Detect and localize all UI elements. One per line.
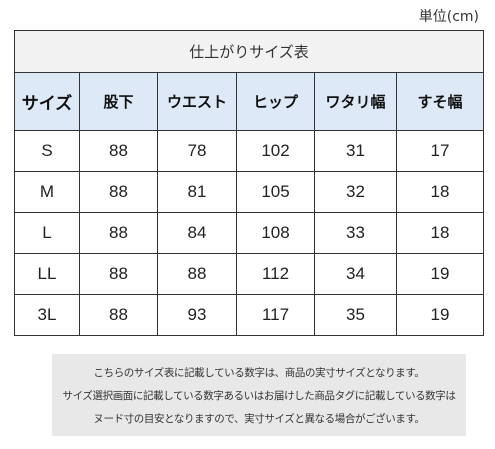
cell-inseam: 88 bbox=[79, 294, 158, 336]
table-row: L 88 84 108 33 18 bbox=[14, 212, 484, 254]
cell-hip: 102 bbox=[236, 130, 315, 172]
cell-waist: 81 bbox=[157, 171, 237, 213]
cell-hem-width: 19 bbox=[396, 294, 484, 336]
cell-thigh-width: 31 bbox=[314, 130, 397, 172]
header-thigh-width: ワタリ幅 bbox=[314, 72, 397, 131]
header-inseam: 股下 bbox=[79, 72, 158, 131]
table-title-row: 仕上がりサイズ表 bbox=[14, 30, 484, 73]
cell-size: L bbox=[14, 212, 80, 254]
table-title: 仕上がりサイズ表 bbox=[14, 30, 484, 73]
header-size: サイズ bbox=[14, 72, 80, 131]
cell-thigh-width: 32 bbox=[314, 171, 397, 213]
cell-hip: 105 bbox=[236, 171, 315, 213]
cell-hip: 112 bbox=[236, 253, 315, 295]
unit-label: 単位(cm) bbox=[418, 9, 479, 25]
header-waist: ウエスト bbox=[157, 72, 237, 131]
cell-inseam: 88 bbox=[79, 253, 158, 295]
note-line: ヌード寸の目安となりますので、実寸サイズと異なる場合がございます。 bbox=[93, 413, 425, 425]
table-row: M 88 81 105 32 18 bbox=[14, 171, 484, 213]
size-table: 仕上がりサイズ表 サイズ 股下 ウエスト ヒップ ワタリ幅 すそ幅 S 88 7… bbox=[14, 30, 484, 336]
cell-waist: 78 bbox=[157, 130, 237, 172]
header-hem-width: すそ幅 bbox=[396, 72, 484, 131]
note-line: こちらのサイズ表に記載している数字は、商品の実寸サイズとなります。 bbox=[93, 367, 425, 379]
cell-inseam: 88 bbox=[79, 130, 158, 172]
cell-inseam: 88 bbox=[79, 171, 158, 213]
table-row: S 88 78 102 31 17 bbox=[14, 130, 484, 172]
table-row: LL 88 88 112 34 19 bbox=[14, 253, 484, 295]
cell-waist: 88 bbox=[157, 253, 237, 295]
cell-hip: 108 bbox=[236, 212, 315, 254]
cell-size: 3L bbox=[14, 294, 80, 336]
cell-size: S bbox=[14, 130, 80, 172]
cell-thigh-width: 35 bbox=[314, 294, 397, 336]
cell-hem-width: 18 bbox=[396, 212, 484, 254]
cell-size: M bbox=[14, 171, 80, 213]
note-line: サイズ選択画面に記載している数字あるいはお届けした商品タグに記載している数字は bbox=[62, 390, 456, 402]
cell-hip: 117 bbox=[236, 294, 315, 336]
cell-hem-width: 19 bbox=[396, 253, 484, 295]
cell-thigh-width: 33 bbox=[314, 212, 397, 254]
cell-inseam: 88 bbox=[79, 212, 158, 254]
cell-thigh-width: 34 bbox=[314, 253, 397, 295]
cell-hem-width: 17 bbox=[396, 130, 484, 172]
cell-waist: 84 bbox=[157, 212, 237, 254]
table-header-row: サイズ 股下 ウエスト ヒップ ワタリ幅 すそ幅 bbox=[14, 72, 484, 131]
cell-waist: 93 bbox=[157, 294, 237, 336]
header-hip: ヒップ bbox=[236, 72, 315, 131]
cell-size: LL bbox=[14, 253, 80, 295]
table-row: 3L 88 93 117 35 19 bbox=[14, 294, 484, 336]
cell-hem-width: 18 bbox=[396, 171, 484, 213]
size-note: こちらのサイズ表に記載している数字は、商品の実寸サイズとなります。 サイズ選択画… bbox=[52, 354, 466, 436]
